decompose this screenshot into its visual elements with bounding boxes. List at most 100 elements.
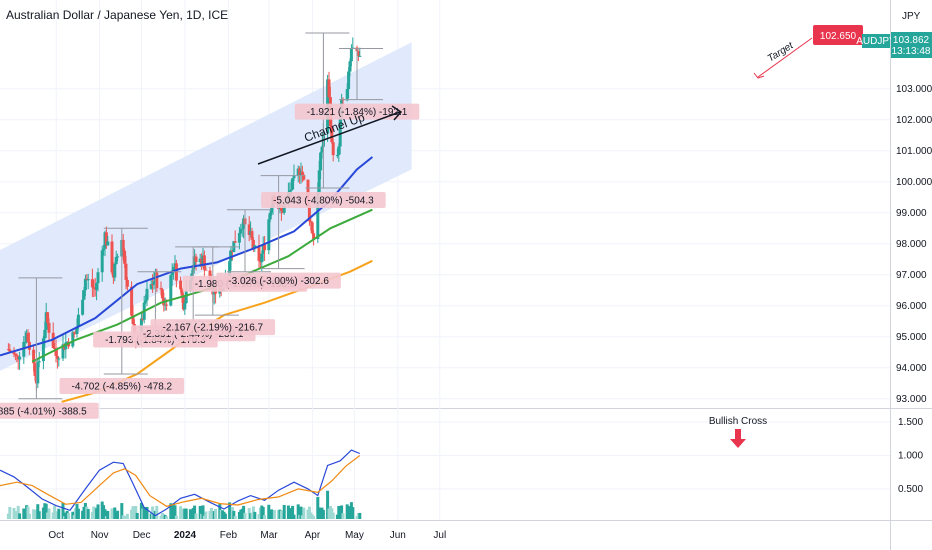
histogram-bar xyxy=(198,505,202,519)
symbol-tag-label: AUDJPY xyxy=(856,36,896,47)
candle-body xyxy=(202,255,206,270)
candle-body xyxy=(64,342,68,350)
histogram-bar xyxy=(279,510,283,519)
histogram-bar xyxy=(296,504,300,519)
histogram-bar xyxy=(16,505,20,519)
price-tick-label: 99.000 xyxy=(896,208,927,219)
candle-body xyxy=(358,55,362,57)
histogram-bar xyxy=(282,504,286,519)
candle-body xyxy=(86,279,90,281)
candle-body xyxy=(61,344,65,359)
candle-body xyxy=(116,256,120,258)
bar-countdown: 13:13:48 xyxy=(892,46,931,57)
candle-body xyxy=(282,203,286,213)
candle-body xyxy=(349,48,353,62)
candle-body xyxy=(15,354,19,357)
candle-body xyxy=(338,119,342,147)
histogram-bar xyxy=(193,505,197,519)
histogram-bar xyxy=(358,512,362,519)
candle-body xyxy=(320,146,324,153)
candle-body xyxy=(23,341,27,343)
candle-body xyxy=(183,303,187,310)
measure-label-box xyxy=(0,402,99,419)
candle-body xyxy=(239,229,243,233)
indicator-pane[interactable] xyxy=(0,409,890,520)
price-tick-label: 97.000 xyxy=(896,270,927,281)
candle-body xyxy=(181,295,185,310)
histogram-bar xyxy=(340,505,344,519)
candle-body xyxy=(233,241,237,243)
candle-body xyxy=(300,171,304,175)
histogram-bar xyxy=(242,505,246,519)
candle-body xyxy=(130,286,134,316)
candle-body xyxy=(54,348,58,357)
candle-body xyxy=(18,356,22,360)
candle-body xyxy=(95,283,99,290)
histogram-bar xyxy=(214,508,218,519)
candle-body xyxy=(121,239,125,251)
candle-body xyxy=(26,333,30,342)
candle-body xyxy=(263,244,267,251)
last-price-tag[interactable] xyxy=(891,32,932,58)
channel-up-arrow[interactable] xyxy=(257,111,401,165)
price-tick-label: 98.000 xyxy=(896,239,927,250)
histogram-bar xyxy=(351,507,355,519)
histogram-bar xyxy=(22,508,26,519)
candle-body xyxy=(124,263,128,280)
candle-body xyxy=(172,267,176,271)
histogram-bar xyxy=(261,506,265,519)
time-tick-label: Jun xyxy=(390,530,406,541)
candle-body xyxy=(310,222,314,234)
histogram-bar xyxy=(263,515,267,519)
histogram-bar xyxy=(125,513,129,519)
histogram-bar xyxy=(134,506,138,519)
histogram-bar xyxy=(243,512,247,519)
candle-body xyxy=(81,299,85,315)
candle-body xyxy=(270,207,274,213)
bullish-cross-label: Bullish Cross xyxy=(709,416,767,427)
candle-body xyxy=(76,314,80,327)
price-tick-label: 94.000 xyxy=(896,363,927,374)
histogram-bar xyxy=(223,513,227,519)
candle-body xyxy=(247,224,251,235)
candle-body xyxy=(83,278,87,291)
histogram-bar xyxy=(194,513,198,519)
measure-label-box xyxy=(59,378,185,394)
candle-body xyxy=(90,279,94,288)
candle-body xyxy=(345,89,349,101)
candle-body xyxy=(204,269,208,271)
target-price-box[interactable] xyxy=(813,25,863,45)
histogram-bar xyxy=(184,508,188,519)
time-tick-label: Apr xyxy=(305,530,321,541)
histogram-bar xyxy=(331,512,335,519)
moving-average-line[interactable] xyxy=(0,156,374,357)
candle-body xyxy=(317,170,321,193)
candle-body xyxy=(37,361,41,363)
histogram-bar xyxy=(326,490,330,519)
histogram-bar xyxy=(145,506,149,519)
channel-up-band[interactable] xyxy=(0,42,412,371)
histogram-bar xyxy=(272,510,276,519)
candle-body xyxy=(180,289,184,296)
histogram-bar xyxy=(106,510,110,519)
indicator-line[interactable] xyxy=(0,455,361,507)
histogram-bar xyxy=(201,505,205,519)
target-arrow[interactable] xyxy=(757,37,813,78)
histogram-bar xyxy=(32,509,36,519)
histogram-bar xyxy=(12,507,16,519)
histogram-bar xyxy=(8,506,12,519)
candle-body xyxy=(113,263,117,278)
candle-body xyxy=(184,290,188,304)
candle-body xyxy=(160,289,164,299)
histogram-bar xyxy=(120,503,124,519)
measure-label: -5.043 (-4.80%) -504.3 xyxy=(273,196,374,207)
price-tick-label: 101.000 xyxy=(896,146,932,157)
price-tick-label: 96.000 xyxy=(896,301,927,312)
measure-label: -3.885 (-4.01%) -388.5 xyxy=(0,406,87,417)
histogram-bar xyxy=(173,505,177,519)
candle-body xyxy=(291,178,295,190)
candle-body xyxy=(152,281,156,285)
time-tick-label: Dec xyxy=(133,530,151,541)
symbol-tag[interactable] xyxy=(862,34,890,48)
